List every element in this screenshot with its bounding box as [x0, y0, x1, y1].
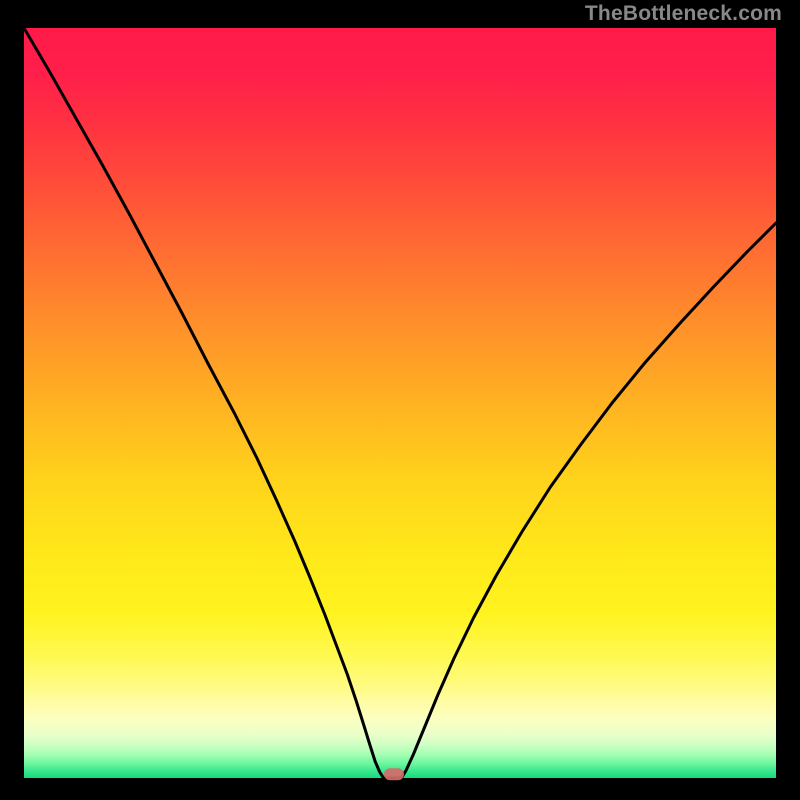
bottleneck-curve-chart	[0, 0, 800, 800]
chart-frame: { "meta": { "watermark": "TheBottleneck.…	[0, 0, 800, 800]
optimal-point-marker	[384, 768, 404, 780]
plot-background-gradient	[24, 28, 776, 778]
watermark-text: TheBottleneck.com	[585, 2, 782, 26]
